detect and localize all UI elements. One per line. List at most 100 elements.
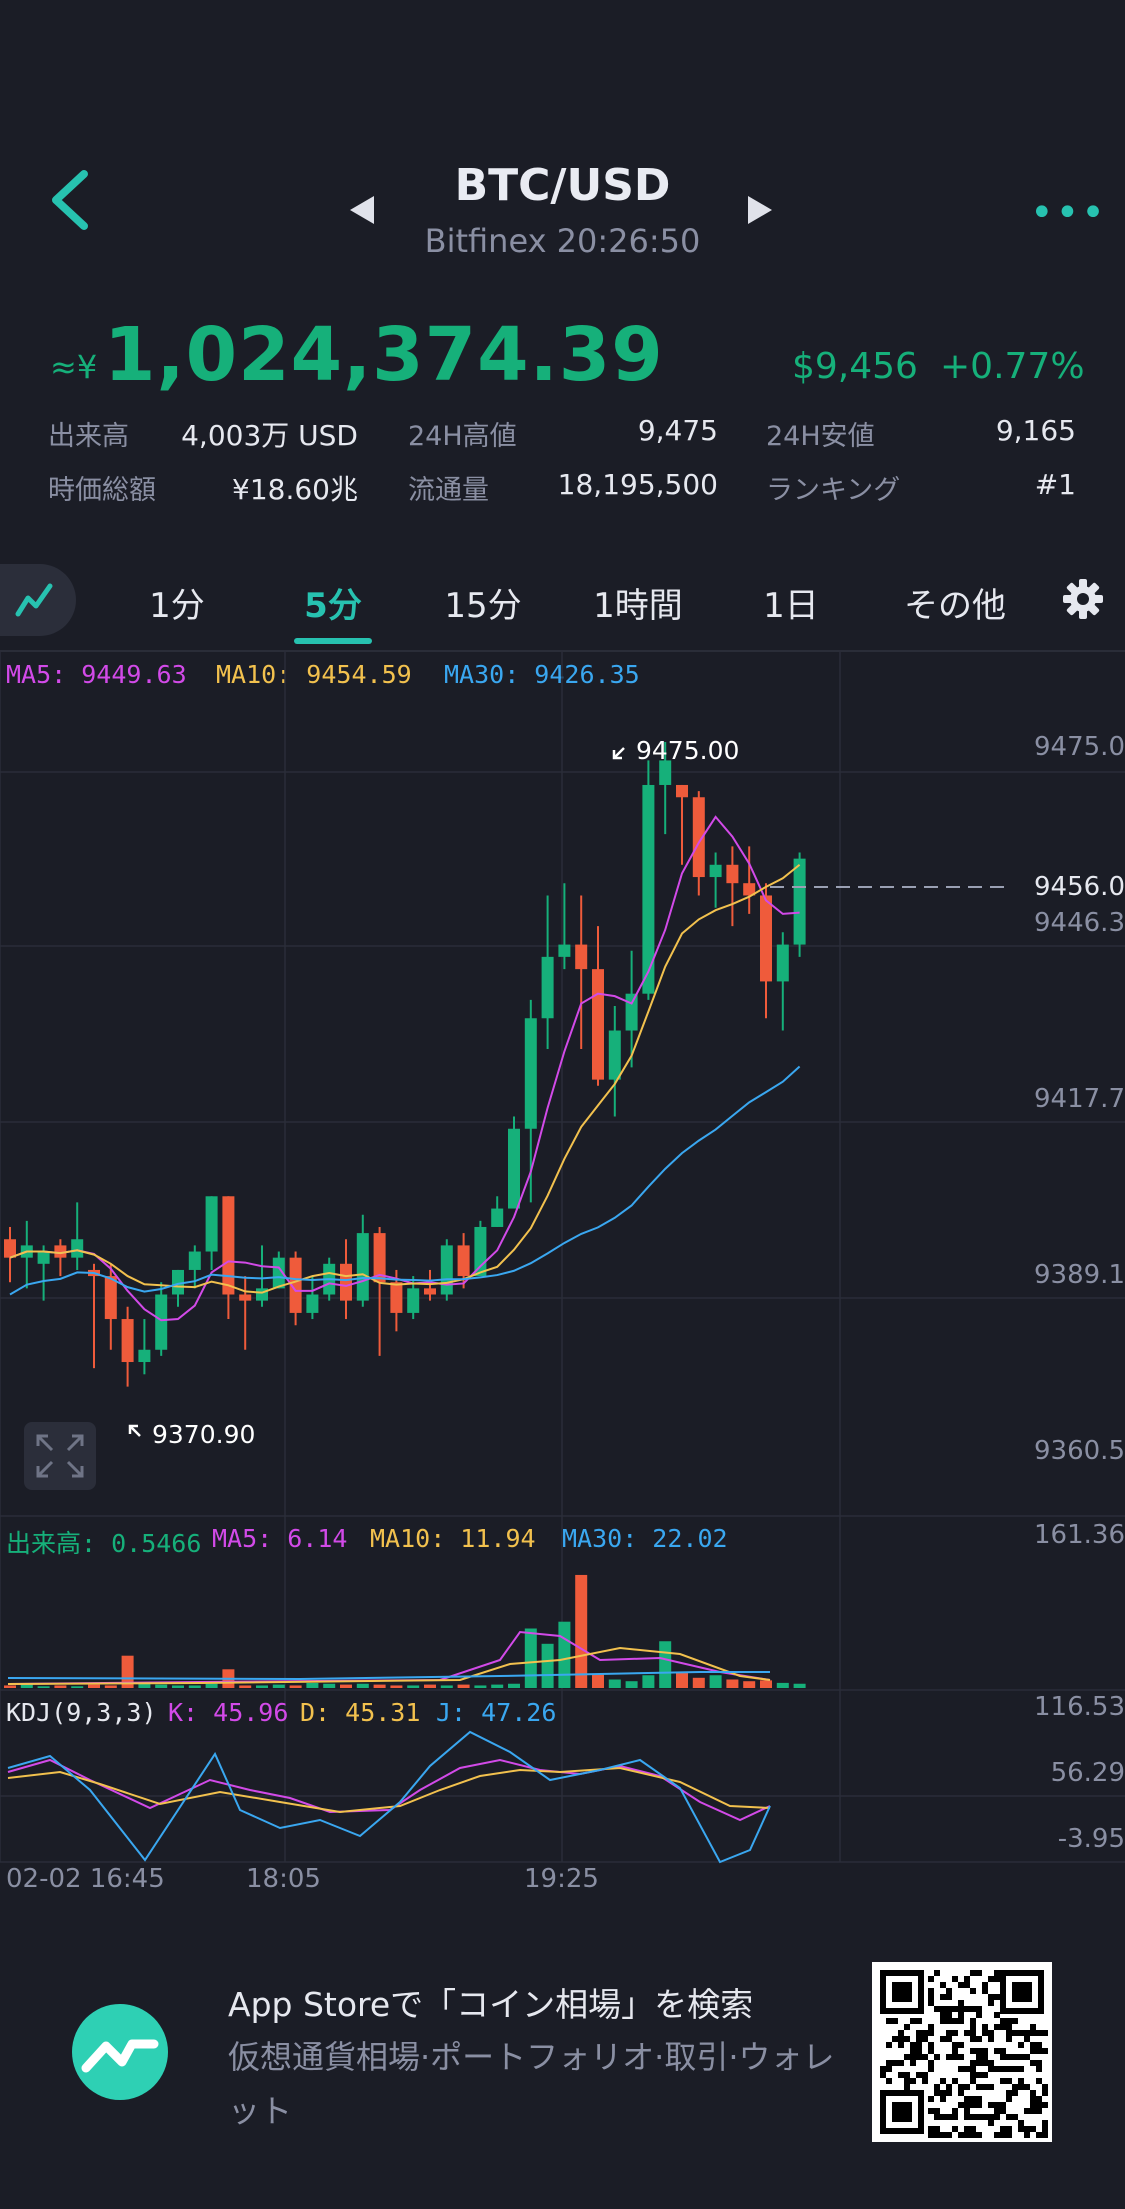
- volume-bar: [642, 1675, 655, 1688]
- settings-gear-icon[interactable]: [1062, 578, 1104, 620]
- qr-module: [976, 2096, 982, 2102]
- volume-ma10-line: [7, 1646, 771, 1685]
- qr-module: [1042, 2120, 1048, 2126]
- stat-label-volume: 出来高: [48, 421, 129, 452]
- volume-bar: [440, 1685, 453, 1688]
- candle-body: [188, 1251, 201, 1270]
- prev-pair-icon[interactable]: [350, 196, 374, 224]
- qr-module: [922, 2036, 928, 2042]
- qr-module: [982, 2060, 988, 2066]
- stat-value-volume: 4,003万 USD: [181, 419, 358, 452]
- volume-bar: [88, 1684, 100, 1688]
- qr-module: [1006, 2018, 1012, 2024]
- qr-module: [946, 2132, 952, 2138]
- qr-module: [958, 2012, 964, 2018]
- tab-1hour[interactable]: 1時間: [593, 586, 683, 626]
- expand-button[interactable]: [24, 1422, 96, 1490]
- qr-module: [1000, 2078, 1006, 2084]
- qr-module: [1000, 2132, 1006, 2138]
- price-axis-label: 9446.3: [1034, 908, 1125, 938]
- chart-type-button[interactable]: [0, 564, 76, 636]
- qr-module: [964, 2102, 970, 2108]
- qr-module: [1042, 2102, 1048, 2108]
- ma30-line: [9, 1065, 801, 1296]
- volume-bar: [625, 1681, 638, 1688]
- qr-module: [946, 2114, 952, 2120]
- qr-module: [982, 1982, 988, 1988]
- qr-module: [1042, 2048, 1048, 2054]
- volume-bar: [104, 1685, 117, 1688]
- qr-module: [934, 2132, 940, 2138]
- qr-module: [964, 1976, 970, 1982]
- qr-module: [976, 2060, 982, 2066]
- qr-module: [898, 2036, 904, 2042]
- app-logo-mark: [81, 2039, 159, 2073]
- tab-1day[interactable]: 1日: [763, 586, 819, 626]
- candle-body: [121, 1319, 134, 1363]
- qr-module: [1006, 2030, 1012, 2036]
- tab-1min[interactable]: 1分: [149, 586, 205, 626]
- back-chevron-icon[interactable]: [44, 168, 100, 232]
- qr-module: [892, 2060, 898, 2066]
- qr-module: [916, 2054, 922, 2060]
- qr-module: [922, 2078, 928, 2084]
- qr-module: [1006, 2036, 1012, 2042]
- next-pair-icon[interactable]: [748, 196, 772, 224]
- qr-module: [898, 2030, 904, 2036]
- more-icon[interactable]: •••: [1030, 190, 1107, 236]
- qr-module: [886, 2018, 892, 2024]
- qr-module: [928, 2126, 934, 2132]
- qr-module: [976, 2072, 982, 2078]
- qr-module: [928, 2108, 934, 2114]
- volume-bar: [340, 1684, 352, 1688]
- candle-body: [709, 864, 722, 878]
- volume-bar: [356, 1683, 369, 1688]
- qr-module: [988, 1994, 994, 2000]
- candle-body: [692, 797, 705, 878]
- tab-more[interactable]: その他: [904, 586, 1006, 626]
- qr-module: [982, 2048, 988, 2054]
- qr-module: [964, 2132, 970, 2138]
- price-axis-label: 9360.5: [1034, 1436, 1125, 1466]
- qr-module: [970, 2024, 976, 2030]
- app-logo-icon[interactable]: [72, 2004, 168, 2100]
- qr-module: [940, 2096, 946, 2102]
- volume-bar: [54, 1685, 67, 1688]
- qr-module: [1000, 2108, 1006, 2114]
- high-marker-label: 9475.00: [636, 736, 740, 765]
- candle-body: [138, 1349, 151, 1363]
- stat-value-market-cap: ¥18.60兆: [232, 473, 358, 506]
- qr-module: [1042, 2126, 1048, 2132]
- qr-module: [994, 2048, 1000, 2054]
- qr-module: [928, 2060, 934, 2066]
- tab-5min[interactable]: 5分: [304, 586, 362, 626]
- qr-module: [1006, 2066, 1012, 2072]
- qr-module: [940, 2078, 946, 2084]
- qr-module: [1006, 2024, 1012, 2030]
- qr-module: [928, 2066, 934, 2072]
- qr-module: [1000, 2066, 1006, 2072]
- qr-module: [1006, 2126, 1012, 2132]
- qr-module: [940, 2132, 946, 2138]
- qr-module: [1018, 2084, 1024, 2090]
- stat-label-24h-low: 24H安値: [766, 421, 875, 452]
- price-axis-label: 9389.1: [1034, 1260, 1125, 1290]
- qr-module: [970, 2060, 976, 2066]
- volume-bar: [390, 1685, 403, 1688]
- qr-module: [1012, 2090, 1018, 2096]
- qr-module: [904, 2024, 910, 2030]
- qr-code[interactable]: [872, 1962, 1052, 2142]
- candlesticks: [4, 742, 806, 1387]
- price-chart[interactable]: [0, 650, 1125, 1880]
- qr-module: [1030, 2108, 1036, 2114]
- tab-15min[interactable]: 15分: [444, 586, 522, 626]
- kdj-axis-label: -3.95: [1057, 1824, 1125, 1854]
- qr-module: [982, 1988, 988, 1994]
- volume-bar: [172, 1685, 184, 1688]
- qr-module: [1018, 2078, 1024, 2084]
- qr-module: [940, 2036, 946, 2042]
- qr-module: [940, 2012, 946, 2018]
- qr-module: [952, 2042, 958, 2048]
- qr-module: [1024, 2132, 1030, 2138]
- qr-module: [1006, 2078, 1012, 2084]
